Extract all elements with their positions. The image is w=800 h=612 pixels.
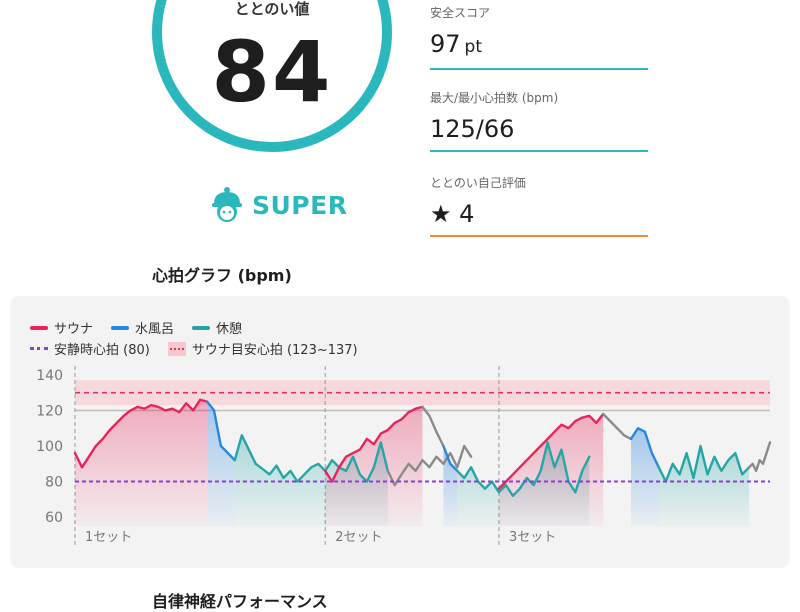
self-rating: ととのい自己評価 ★ 4	[430, 174, 648, 237]
helmet-mascot-icon	[212, 187, 242, 222]
y-tick-label: 100	[36, 439, 63, 455]
safety-score: 安全スコア 97 pt	[430, 4, 648, 70]
self-rating-value: ★ 4	[430, 200, 475, 228]
sauna-hr-line	[497, 412, 605, 490]
rest-hr-line	[657, 444, 751, 483]
water-area	[631, 428, 659, 526]
sauna-area	[75, 399, 208, 526]
sauna-hr-line	[73, 398, 209, 469]
y-tick-label: 140	[36, 368, 63, 384]
legend-row-2: 安静時心拍 (80) サウナ目安心拍 (123~137)	[30, 339, 376, 358]
rank-badge: SUPER	[210, 186, 347, 224]
legend-water: 水風呂	[111, 318, 174, 337]
water-hr-line	[205, 400, 236, 462]
score-value: 84	[211, 23, 333, 121]
other-hr-line	[386, 444, 473, 487]
star-icon: ★	[430, 200, 452, 228]
rank-label: SUPER	[252, 190, 348, 220]
legend-resting-hr: 安静時心拍 (80)	[30, 339, 150, 358]
rest-hr-line	[233, 434, 389, 483]
water-area	[207, 401, 235, 526]
legend-row-1: サウナ 水風呂 休憩	[30, 318, 260, 337]
y-tick-label: 80	[45, 475, 63, 491]
sauna-hr-line	[324, 405, 424, 483]
set-label: 1セット	[85, 530, 132, 545]
other-hr-line	[421, 405, 445, 448]
score-label: ととのい値	[234, 0, 310, 18]
sauna-area	[498, 414, 604, 526]
water-area	[443, 446, 458, 526]
legend-sauna: サウナ	[30, 318, 93, 337]
rest-hr-line	[456, 441, 591, 497]
other-hr-line	[602, 412, 633, 441]
self-rating-label: ととのい自己評価	[430, 176, 526, 190]
water-hr-line	[629, 427, 660, 469]
set-label: 2セット	[335, 530, 382, 545]
safety-score-unit: pt	[464, 37, 483, 57]
heart-rate-range-label: 最大/最小心拍数 (bpm)	[430, 91, 559, 105]
legend-target-hr: サウナ目安心拍 (123~137)	[167, 339, 358, 358]
water-hr-line	[442, 444, 459, 473]
legend-rest: 休憩	[192, 318, 242, 337]
heart-rate-range-value: 125/66	[430, 115, 515, 143]
set-label: 3セット	[509, 530, 556, 545]
safety-score-label: 安全スコア	[430, 6, 491, 20]
divider	[430, 150, 648, 152]
heart-rate-range: 最大/最小心拍数 (bpm) 125/66	[430, 89, 648, 152]
y-tick-label: 60	[45, 510, 63, 526]
divider	[430, 235, 648, 237]
autonomic-section-title: 自律神経パフォーマンス	[152, 592, 328, 611]
chart-section-title: 心拍グラフ (bpm)	[152, 266, 292, 285]
heart-rate-chart: 140 120 100 80 60 1セット 2セット 3セット	[36, 366, 772, 546]
target-hr-band	[75, 380, 770, 406]
rest-area	[658, 446, 750, 526]
safety-score-value: 97 pt	[430, 30, 483, 58]
divider	[430, 68, 648, 70]
heart-rate-chart-card: サウナ 水風呂 休憩 安静時心拍 (80) サウナ目安心拍 (123~137) …	[10, 296, 790, 568]
y-tick-label: 120	[36, 403, 63, 419]
other-hr-line	[747, 441, 772, 473]
